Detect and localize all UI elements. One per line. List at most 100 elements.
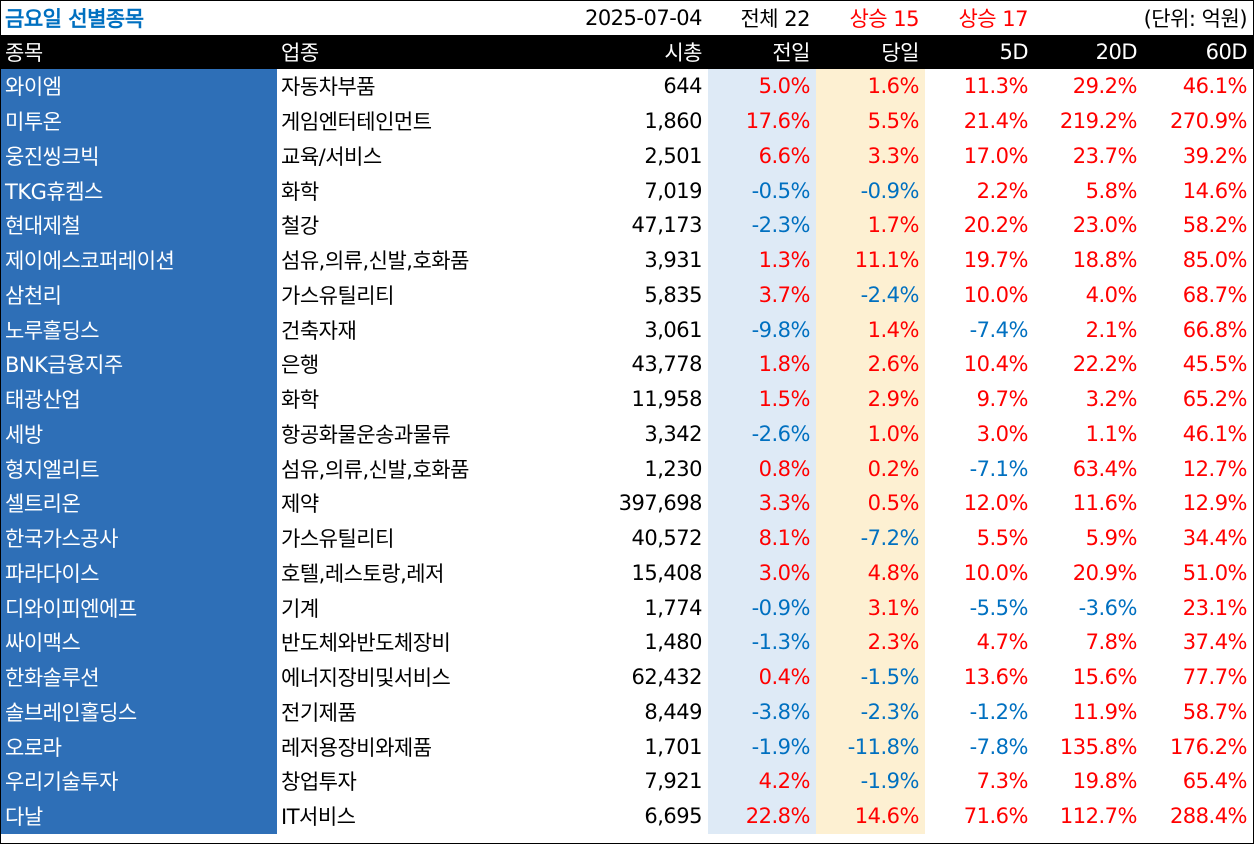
stock-name: 싸이맥스 <box>1 625 277 660</box>
change-20d: 23.0% <box>1072 213 1138 238</box>
sector-cell: 가스유틸리티 <box>281 283 394 308</box>
market-cap-cell: 43,778 <box>631 352 703 377</box>
change-20d: 135.8% <box>1059 734 1138 759</box>
prev-day-change: 3.0% <box>708 555 816 591</box>
sector-cell: 에너지장비및서비스 <box>281 666 451 691</box>
today-change: 5.5% <box>816 103 925 139</box>
today-change: 1.7% <box>816 208 925 243</box>
table-row: 오로라 레저용장비와제품 1,701 -1.9% -11.8% -7.8% 135.8% 17… <box>1 729 1253 764</box>
prev-day-change: 3.7% <box>708 277 816 313</box>
change-20d: 7.8% <box>1085 630 1138 655</box>
change-5d: 20.2% <box>963 213 1029 238</box>
change-20d: 1.1% <box>1085 421 1138 446</box>
change-60d: 14.6% <box>1182 178 1248 203</box>
change-60d: 58.2% <box>1182 213 1248 238</box>
date-label: 2025-07-04 <box>584 6 703 30</box>
change-60d: 65.2% <box>1182 387 1248 412</box>
stock-name: 웅진씽크빅 <box>1 138 277 174</box>
stock-name: 오로라 <box>1 729 277 764</box>
table-row: 솔브레인홀딩스 전기제품 8,449 -3.8% -2.3% -1.2% 11.9% 58.7… <box>1 694 1253 730</box>
table-row: 한화솔루션 에너지장비및서비스 62,432 0.4% -1.5% 13.6% 15.6% 7… <box>1 659 1253 695</box>
change-60d: 85.0% <box>1182 248 1248 273</box>
change-20d: 5.9% <box>1085 526 1138 551</box>
today-change: -2.4% <box>816 277 925 313</box>
change-5d: 9.7% <box>976 387 1029 412</box>
market-cap-cell: 397,698 <box>618 491 703 516</box>
sector-cell: 항공화물운송과물류 <box>281 422 451 447</box>
table-row: 현대제철 철강 47,173 -2.3% 1.7% 20.2% 23.0% 58.2% <box>1 208 1253 243</box>
today-change: 3.1% <box>816 590 925 625</box>
change-60d: 65.4% <box>1182 769 1248 794</box>
market-cap-cell: 62,432 <box>631 665 703 690</box>
stock-name: 현대제철 <box>1 208 277 243</box>
change-60d: 46.1% <box>1182 421 1248 446</box>
table-row: 웅진씽크빅 교육/서비스 2,501 6.6% 3.3% 17.0% 23.7% 39.2% <box>1 138 1253 174</box>
change-5d: 71.6% <box>963 804 1029 829</box>
change-20d: 112.7% <box>1059 804 1138 829</box>
market-cap-cell: 11,958 <box>631 387 703 412</box>
today-change: 3.3% <box>816 138 925 174</box>
change-60d: 12.9% <box>1182 491 1248 516</box>
change-5d: 11.3% <box>963 74 1029 99</box>
change-20d: 4.0% <box>1085 282 1138 307</box>
sector-cell: 제약 <box>281 492 319 517</box>
prev-day-change: 1.5% <box>708 381 816 417</box>
today-change: -7.2% <box>816 520 925 556</box>
table-row: 노루홀딩스 건축자재 3,061 -9.8% 1.4% -7.4% 2.1% 66.8% <box>1 312 1253 347</box>
prev-day-change: -0.5% <box>708 173 816 208</box>
page-title: 금요일 선별종목 <box>5 7 144 31</box>
up-count-today: 상승 17 <box>958 7 1028 31</box>
prev-day-change: 22.8% <box>708 798 816 834</box>
today-change: 14.6% <box>816 798 925 834</box>
change-60d: 34.4% <box>1182 526 1248 551</box>
sector-cell: IT서비스 <box>281 805 356 830</box>
prev-day-change: -2.3% <box>708 208 816 243</box>
table-row: 파라다이스 호텔,레스토랑,레저 15,408 3.0% 4.8% 10.0% 20.9% 5… <box>1 555 1253 591</box>
today-change: 1.6% <box>816 69 925 104</box>
market-cap-cell: 1,480 <box>644 630 702 655</box>
sector-cell: 전기제품 <box>281 700 357 725</box>
change-5d: -7.8% <box>969 734 1029 759</box>
stock-name: 파라다이스 <box>1 555 277 591</box>
prev-day-change: 8.1% <box>708 520 816 556</box>
change-5d: 19.7% <box>963 248 1029 273</box>
prev-day-change: 5.0% <box>708 69 816 104</box>
stock-name: 다날 <box>1 798 277 834</box>
header-prev: 전일 <box>708 35 816 69</box>
today-change: 11.1% <box>816 242 925 278</box>
sector-cell: 철강 <box>281 214 319 239</box>
today-change: -2.3% <box>816 694 925 730</box>
change-20d: 15.6% <box>1072 665 1138 690</box>
change-20d: 11.9% <box>1072 699 1138 724</box>
market-cap-cell: 8,449 <box>644 699 702 724</box>
header-name: 종목 <box>1 35 277 69</box>
sector-cell: 반도체와반도체장비 <box>281 631 451 656</box>
stock-name: 한국가스공사 <box>1 520 277 556</box>
header-20d: 20D <box>1034 35 1143 69</box>
change-20d: 5.8% <box>1085 178 1138 203</box>
change-5d: 2.2% <box>976 178 1029 203</box>
prev-day-change: -1.3% <box>708 625 816 660</box>
market-cap-cell: 3,931 <box>644 248 702 273</box>
change-5d: 10.0% <box>963 560 1029 585</box>
market-cap-cell: 3,061 <box>644 317 702 342</box>
change-20d: 3.2% <box>1085 387 1138 412</box>
stock-name: 한화솔루션 <box>1 659 277 695</box>
prev-day-change: -9.8% <box>708 312 816 347</box>
market-cap-cell: 3,342 <box>644 421 702 446</box>
change-60d: 23.1% <box>1182 595 1248 620</box>
today-change: 4.8% <box>816 555 925 591</box>
sector-cell: 섬유,의류,신발,호화품 <box>281 249 469 274</box>
table-row: 우리기술투자 창업투자 7,921 4.2% -1.9% 7.3% 19.8% 65.4% <box>1 764 1253 799</box>
header-5d: 5D <box>925 35 1034 69</box>
change-5d: 4.7% <box>976 630 1029 655</box>
change-60d: 270.9% <box>1169 109 1248 134</box>
sector-cell: 섬유,의류,신발,호화품 <box>281 457 469 482</box>
table-row: 제이에스코퍼레이션 섬유,의류,신발,호화품 3,931 1.3% 11.1% 19.7%… <box>1 242 1253 278</box>
change-20d: 2.1% <box>1085 317 1138 342</box>
stock-name: 삼천리 <box>1 277 277 313</box>
stock-name: 미투온 <box>1 103 277 139</box>
table-row: 다날 IT서비스 6,695 22.8% 14.6% 71.6% 112.7% 288.4% <box>1 798 1253 834</box>
market-cap-cell: 1,230 <box>644 456 702 481</box>
stock-name: TKG휴켐스 <box>1 173 277 208</box>
